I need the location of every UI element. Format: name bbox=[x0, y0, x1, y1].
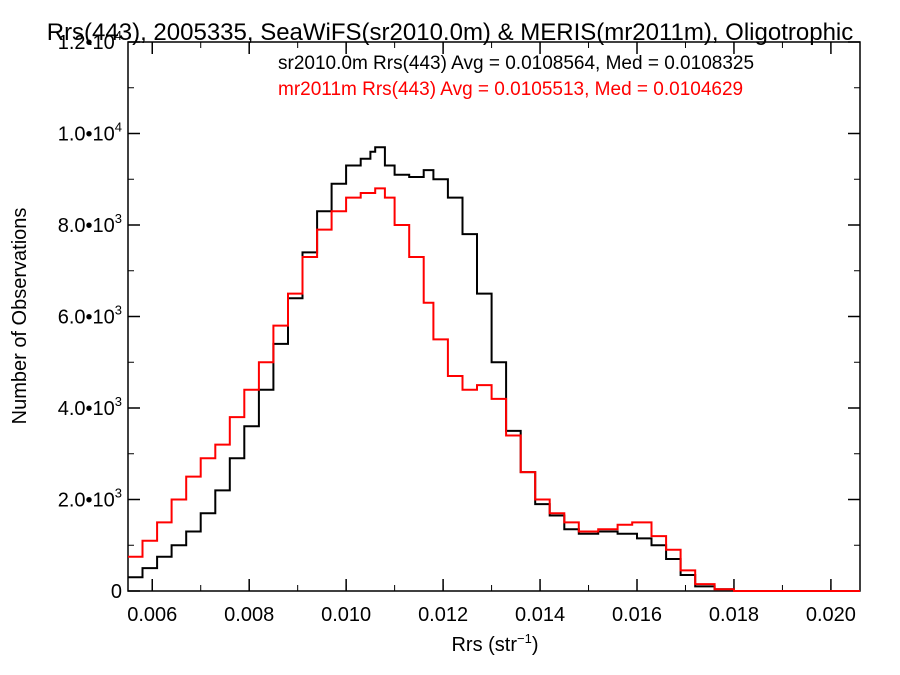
y-tick-label: 4.0•103 bbox=[58, 394, 122, 420]
x-tick-label: 0.014 bbox=[515, 604, 565, 626]
series-line-mr2011 bbox=[128, 187, 860, 592]
x-tick-label: 0.020 bbox=[806, 604, 856, 626]
legend-entry-mr2011: mr2011m Rrs(443) Avg = 0.0105513, Med = … bbox=[278, 79, 743, 100]
series-line-sr2010 bbox=[128, 146, 860, 592]
x-tick-label: 0.010 bbox=[321, 604, 371, 626]
y-tick-label: 8.0•103 bbox=[58, 211, 122, 237]
legend-entry-sr2010: sr2010.0m Rrs(443) Avg = 0.0108564, Med … bbox=[278, 53, 754, 74]
x-tick-label: 0.008 bbox=[224, 604, 274, 626]
series-lines bbox=[128, 146, 860, 592]
x-axis-ticks: 0.006 0.008 0.010 0.012 0.014 0.016 0.018 0.020 bbox=[127, 42, 856, 626]
plot-frame bbox=[127, 41, 861, 592]
y-tick-label: 2.0•103 bbox=[58, 486, 122, 512]
x-tick-label: 0.016 bbox=[612, 604, 662, 626]
y-tick-label: 1.0•104 bbox=[58, 120, 122, 146]
legend: sr2010.0m Rrs(443) Avg = 0.0108564, Med … bbox=[278, 53, 754, 100]
x-axis-label: Rrs (str−1) bbox=[451, 631, 538, 656]
x-tick-label: 0.012 bbox=[418, 604, 468, 626]
x-tick-label: 0.018 bbox=[709, 604, 759, 626]
x-tick-label: 0.006 bbox=[127, 604, 177, 626]
y-tick-label: 1.2•104 bbox=[58, 28, 122, 54]
y-tick-label: 6.0•103 bbox=[58, 303, 122, 329]
y-tick-label: 0 bbox=[111, 581, 122, 603]
y-axis-ticks: 0 2.0•103 4.0•103 6.0•103 8.0•103 1.0•104 1.2•… bbox=[58, 28, 860, 603]
plot-border bbox=[127, 41, 861, 592]
y-axis-label: Number of Observations bbox=[9, 208, 31, 425]
